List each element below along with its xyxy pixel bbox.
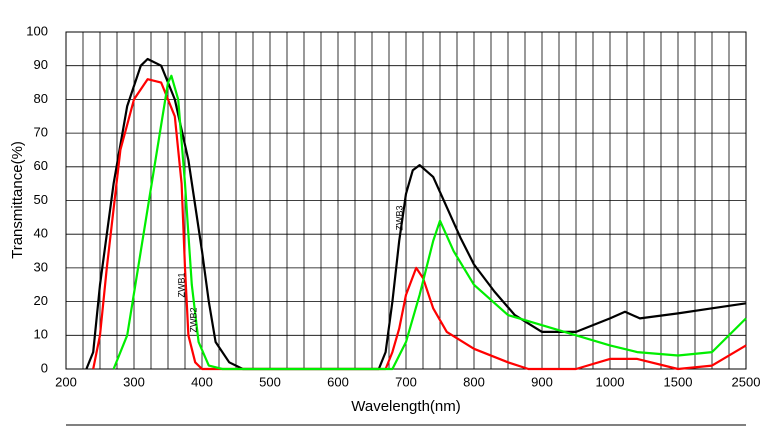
x-tick-label: 800 (463, 374, 485, 389)
y-tick-label: 60 (34, 158, 48, 173)
x-tick-label: 500 (259, 374, 281, 389)
y-tick-label: 100 (26, 23, 48, 38)
x-tick-label: 300 (123, 374, 145, 389)
y-tick-label: 40 (34, 226, 48, 241)
y-tick-label: 30 (34, 259, 48, 274)
y-tick-label: 20 (34, 293, 48, 308)
series-line (92, 78, 747, 371)
y-tick-label: 0 (41, 360, 48, 375)
series-line (85, 57, 747, 371)
plot-frame (65, 31, 747, 370)
y-tick-label: 70 (34, 125, 48, 140)
y-tick-label: 50 (34, 192, 48, 207)
x-tick-label: 1500 (664, 374, 693, 389)
series-line (112, 74, 747, 371)
y-tick-label: 10 (34, 327, 48, 342)
series-label: ZWB3 (394, 205, 404, 230)
y-axis-label: Transmittance(%) (9, 141, 26, 259)
x-tick-label: 600 (327, 374, 349, 389)
x-tick-label: 2500 (732, 374, 761, 389)
x-tick-label: 900 (531, 374, 553, 389)
series-label: ZWB1 (176, 272, 186, 297)
x-axis-label: Wavelength(nm) (351, 398, 460, 415)
x-tick-label: 1000 (596, 374, 625, 389)
series-label: ZWB2 (188, 307, 198, 332)
x-tick-label: 200 (55, 374, 77, 389)
x-tick-label: 700 (395, 374, 417, 389)
y-tick-label: 80 (34, 91, 48, 106)
x-tick-label: 400 (191, 374, 213, 389)
y-tick-label: 90 (34, 57, 48, 72)
